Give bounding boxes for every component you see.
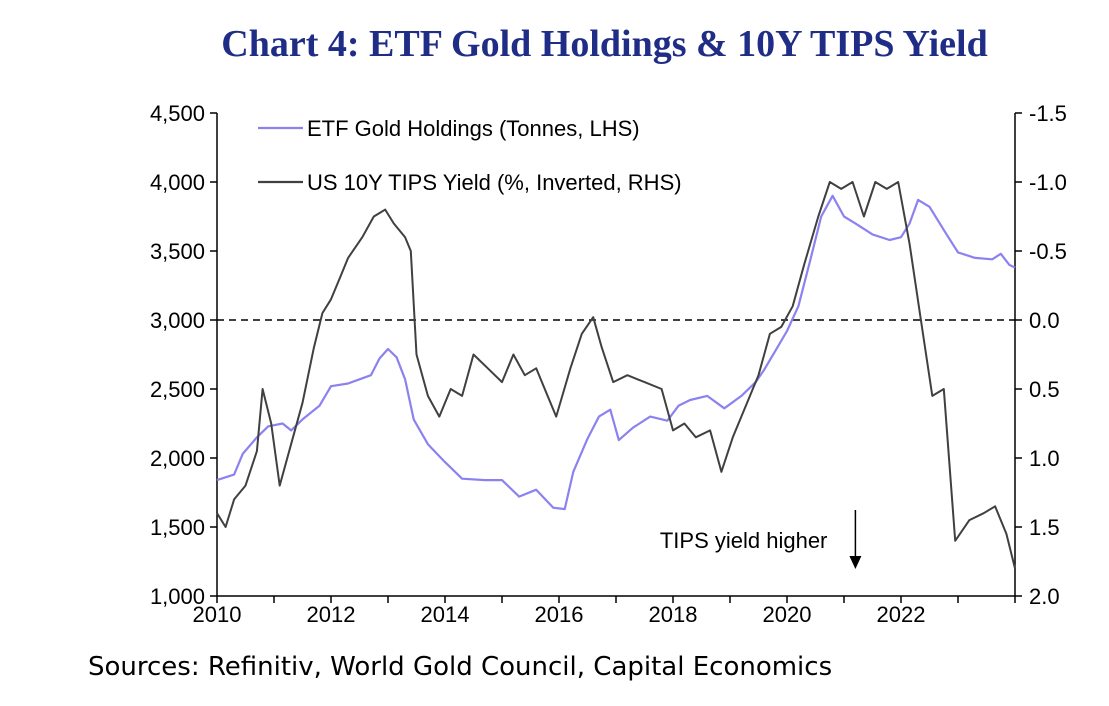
right-tick-label: 1.0 — [1029, 446, 1060, 471]
left-tick-label: 4,000 — [150, 170, 205, 195]
left-tick-label: 1,000 — [150, 584, 205, 609]
left-tick-label: 2,000 — [150, 446, 205, 471]
right-tick-label: 0.0 — [1029, 308, 1060, 333]
x-tick-label: 2012 — [307, 602, 356, 627]
chart-title: Chart 4: ETF Gold Holdings & 10Y TIPS Yi… — [221, 23, 988, 65]
x-tick-label: 2022 — [877, 602, 926, 627]
left-tick-label: 2,500 — [150, 377, 205, 402]
right-tick-label: 0.5 — [1029, 377, 1060, 402]
right-tick-label: -1.5 — [1029, 101, 1067, 126]
tips-yield-line — [216, 181, 1016, 569]
right-tick-label: -1.0 — [1029, 170, 1067, 195]
legend-label: US 10Y TIPS Yield (%, Inverted, RHS) — [307, 170, 682, 195]
x-tick-label: 2014 — [421, 602, 470, 627]
etf-gold-holdings-line — [216, 194, 1016, 511]
down-arrow-icon — [849, 556, 862, 569]
chart-series — [216, 181, 1016, 569]
chart-legend: ETF Gold Holdings (Tonnes, LHS) US 10Y TI… — [258, 116, 682, 195]
left-tick-label: 3,500 — [150, 239, 205, 264]
right-tick-label: 2.0 — [1029, 584, 1060, 609]
chart-annotation: TIPS yield higher — [660, 510, 862, 569]
x-tick-label: 2020 — [763, 602, 812, 627]
right-tick-label: -0.5 — [1029, 239, 1067, 264]
x-tick-label: 2016 — [535, 602, 584, 627]
x-tick-label: 2010 — [193, 602, 242, 627]
left-tick-label: 4,500 — [150, 101, 205, 126]
annotation-text: TIPS yield higher — [660, 528, 828, 553]
source-note: Sources: Refinitiv, World Gold Council, … — [88, 652, 833, 682]
chart-axes: 1,000 1,500 2,000 2,500 3,000 3,500 4,000 4,500… — [150, 101, 1067, 627]
legend-label: ETF Gold Holdings (Tonnes, LHS) — [307, 116, 640, 141]
left-tick-label: 1,500 — [150, 515, 205, 540]
right-tick-label: 1.5 — [1029, 515, 1060, 540]
left-tick-label: 3,000 — [150, 308, 205, 333]
x-tick-label: 2018 — [649, 602, 698, 627]
